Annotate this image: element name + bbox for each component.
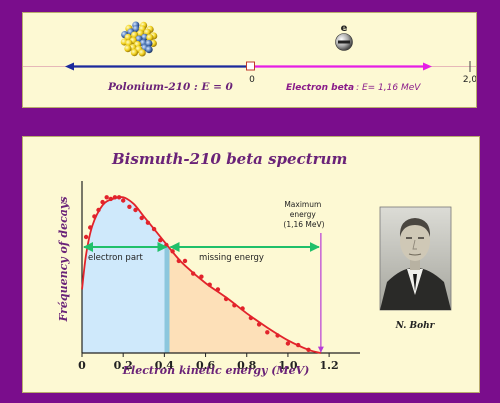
data-point <box>112 195 118 200</box>
decay-diagram-panel: e 0 2,0 Polonium-210 : E = 0 Electron be… <box>22 12 477 108</box>
origin-label: 0 <box>249 75 255 85</box>
x-tick-label: 0.8 <box>237 359 256 372</box>
chart-title: Bismuth-210 beta spectrum <box>111 150 347 168</box>
data-point <box>83 234 89 240</box>
data-point <box>88 225 93 230</box>
nucleon-icon <box>130 49 138 57</box>
data-point <box>158 238 163 243</box>
minus-sign-icon <box>338 40 350 44</box>
data-point <box>176 258 181 264</box>
data-point <box>223 296 229 302</box>
max-energy-label-line1: Maximum <box>284 200 321 209</box>
x-axis-label: Electron kinetic energy (MeV) <box>122 364 310 377</box>
data-point <box>133 207 138 213</box>
data-point <box>170 249 175 254</box>
electron-label-bold: Electron beta <box>286 83 354 93</box>
missing-energy-region <box>168 246 321 353</box>
nucleus-label: Polonium-210 : E = 0 <box>107 81 234 93</box>
x-ticks: 0 0.2 0.4 0.6 0.8 1.0 1.2 <box>78 353 339 372</box>
x-tick-label: 0.2 <box>114 359 133 372</box>
portrait-nose <box>412 239 417 250</box>
electron-label-rest: : E= 1,16 MeV <box>356 83 421 93</box>
data-point <box>108 196 114 202</box>
portrait-neck <box>410 257 420 270</box>
x-tick-label: 0.6 <box>196 359 215 372</box>
data-point <box>116 195 122 200</box>
data-point <box>182 258 188 264</box>
electron-part-label: electron part <box>88 253 144 263</box>
y-axis-label: Fréquency of decays <box>57 196 70 322</box>
data-point <box>191 271 196 276</box>
x-tick-label: 1.2 <box>320 359 339 372</box>
data-points <box>83 195 311 352</box>
max-energy-label: Maximum energy (1,16 MeV) <box>283 200 324 229</box>
data-point <box>265 330 270 335</box>
data-point <box>96 207 101 213</box>
beta-spectrum-chart: 0 0.2 0.4 0.6 0.8 1.0 1.2 electron part missin… <box>57 150 452 377</box>
x-tick-label: 0 <box>78 359 86 372</box>
left-arrowhead-icon <box>65 62 74 71</box>
electron-part-divider <box>164 246 170 353</box>
data-point <box>285 341 291 346</box>
spectrum-panel: 0 0.2 0.4 0.6 0.8 1.0 1.2 electron part missin… <box>22 136 480 393</box>
data-point <box>306 347 311 352</box>
niels-bohr-portrait <box>379 206 452 311</box>
electron-label: Electron beta: E= 1,16 MeV <box>286 83 421 93</box>
data-point <box>256 322 262 327</box>
nucleon-icon <box>141 33 149 41</box>
electron-part-region <box>82 197 169 353</box>
data-point <box>232 303 237 308</box>
data-point <box>121 198 126 203</box>
nucleon-icon <box>132 25 140 33</box>
portrait-hair <box>399 218 431 237</box>
data-point <box>199 274 204 279</box>
decay-diagram: e 0 2,0 Polonium-210 : E = 0 Electron be… <box>23 21 477 93</box>
portrait-caption: N. Bohr <box>395 321 436 331</box>
data-point <box>127 204 132 209</box>
nucleon-icon <box>145 46 153 54</box>
data-point <box>151 226 157 232</box>
polonium-nucleus-icon <box>120 21 158 57</box>
x-tick-label: 0.4 <box>155 359 174 372</box>
data-point <box>240 306 245 311</box>
electron-symbol: e <box>341 23 348 34</box>
x-tick-label: 1.0 <box>278 359 297 372</box>
nucleon-icon <box>138 49 146 57</box>
electron-icon <box>335 33 353 51</box>
portrait-mouth <box>408 253 422 256</box>
nucleon-icon <box>146 34 154 42</box>
data-point <box>100 199 105 205</box>
missing-energy-label: missing energy <box>199 253 264 263</box>
data-point <box>207 282 212 287</box>
data-point <box>92 214 97 219</box>
data-point <box>139 215 144 221</box>
max-energy-label-line3: (1,16 MeV) <box>283 220 324 229</box>
portrait-tie <box>413 274 417 291</box>
data-point <box>275 333 280 338</box>
nucleon-icon <box>124 45 132 53</box>
origin-marker <box>246 61 255 71</box>
spectrum-curve <box>81 196 322 354</box>
data-point <box>215 287 221 292</box>
data-point <box>145 220 151 225</box>
data-point <box>248 315 254 321</box>
data-point <box>104 195 109 200</box>
right-arrowhead-icon <box>423 62 432 71</box>
max-energy-label-line2: energy <box>290 210 317 219</box>
end-label: 2,0 <box>463 75 476 85</box>
data-point <box>296 342 301 348</box>
